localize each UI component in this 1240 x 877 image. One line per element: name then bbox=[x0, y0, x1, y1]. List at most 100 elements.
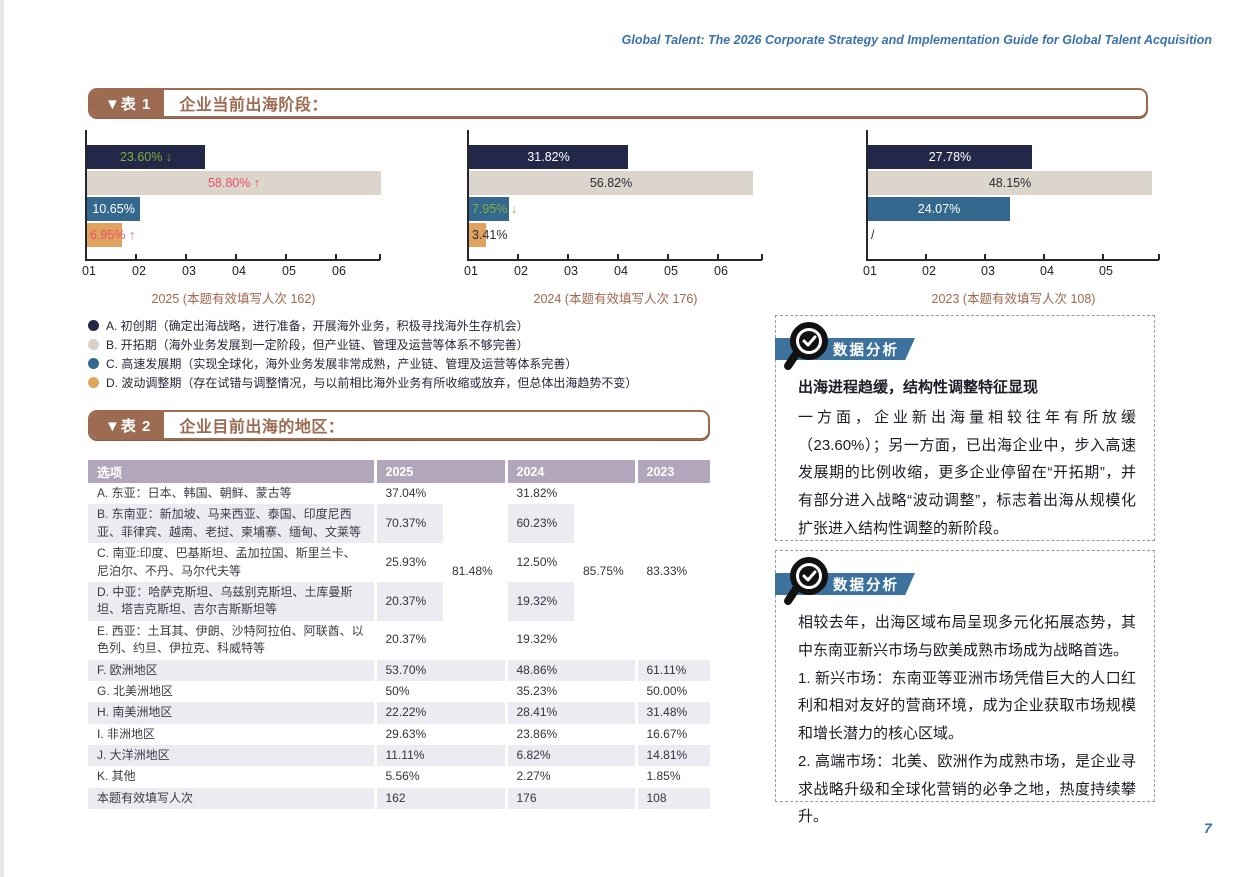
x-axis bbox=[866, 259, 1159, 261]
row-label: G. 北美洲地区 bbox=[88, 680, 375, 703]
row-label: B. 东南亚：新加坡、马来西亚、泰国、印度尼西亚、菲律宾、越南、老挝、柬埔寨、缅… bbox=[88, 504, 375, 544]
value-2024: 35.23% bbox=[504, 680, 636, 703]
tick-label: 04 bbox=[1040, 264, 1054, 278]
table-row: A. 东亚：日本、韩国、朝鲜、蒙古等 37.04% 81.48% 31.82% 85.7… bbox=[88, 483, 710, 660]
table-row: I. 非洲地区 29.63% 23.86% 16.67% bbox=[88, 723, 710, 746]
legend-text: A. 初创期（确定出海战略，进行准备，开展海外业务，积极寻找海外生存机会） bbox=[106, 319, 529, 333]
analysis-paragraph: 相较去年，出海区域布局呈现多元化拓展态势，其中东南亚新兴市场与欧美成熟市场成为战… bbox=[798, 614, 1136, 659]
tick-label: 04 bbox=[232, 264, 246, 278]
analysis-title: 出海进程趋缓，结构性调整特征显现 bbox=[798, 379, 1039, 396]
table-row: H. 南美洲地区 22.22% 28.41% 31.48% bbox=[88, 702, 710, 724]
legend-text: B. 开拓期（海外业务发展到一定阶段，但产业链、管理及运营等体系不够完善） bbox=[106, 338, 529, 352]
tick-label: 05 bbox=[1099, 264, 1113, 278]
table2-title: 企业目前出海的地区： bbox=[179, 419, 345, 436]
table-row: J. 大洋洲地区 11.11% 6.82% 14.81% bbox=[88, 745, 710, 767]
row-label: E. 西亚：土耳其、伊朗、沙特阿拉伯、阿联酋、以色列、约旦、伊拉克、科威特等 bbox=[88, 620, 375, 660]
x-axis bbox=[85, 259, 380, 261]
table2-tag: ▼表 2 bbox=[90, 412, 168, 438]
tick-mark bbox=[984, 254, 986, 260]
table-row: C. 南亚:印度、巴基斯坦、孟加拉国、斯里兰卡、尼泊尔、不丹、马尔代夫等 25.9… bbox=[88, 543, 710, 582]
bar-c: 10.65% bbox=[87, 197, 141, 221]
value-2025: 20.37% bbox=[373, 620, 443, 660]
table-row: F. 欧洲地区 53.70% 48.86% 61.11% bbox=[88, 659, 710, 681]
value-2025: 50% bbox=[373, 680, 506, 703]
tick-label: 06 bbox=[332, 264, 346, 278]
bar-value-label: 3.41% bbox=[472, 228, 508, 242]
tick-label: 05 bbox=[282, 264, 296, 278]
tick-mark bbox=[617, 254, 619, 260]
legend-text: D. 波动调整期（存在试错与调整情况，与以前相比海外业务有所收缩或放弃，但总体出… bbox=[106, 376, 638, 390]
analysis-box-2: 数据分析 相较去年，出海区域布局呈现多元化拓展态势，其中东南亚新兴市场与欧美成熟市… bbox=[775, 550, 1155, 825]
bar-b: 56.82% bbox=[469, 171, 754, 195]
tick-label: 01 bbox=[863, 264, 877, 278]
legend-dot-icon bbox=[88, 358, 99, 369]
y-axis bbox=[467, 130, 469, 261]
value-2025: 162 bbox=[373, 787, 506, 810]
value-2023: 1.85% bbox=[634, 766, 710, 788]
row-label: A. 东亚：日本、韩国、朝鲜、蒙古等 bbox=[88, 483, 375, 505]
chart-legend: A. 初创期（确定出海战略，进行准备，开展海外业务，积极寻找海外生存机会） B. … bbox=[88, 316, 637, 392]
bar-value-label: 27.78% bbox=[928, 150, 972, 164]
row-label: D. 中亚：哈萨克斯坦、乌兹别克斯坦、土库曼斯坦、塔吉克斯坦、吉尔吉斯斯坦等 bbox=[88, 581, 375, 621]
tick-mark bbox=[866, 254, 868, 260]
legend-dot-icon bbox=[88, 320, 99, 331]
analysis-box-1: 数据分析 出海进程趋缓，结构性调整特征显现 一方面，企业新出海量相较往年有所放缓（2… bbox=[775, 315, 1155, 541]
bar-value-label: 58.80% ↑ bbox=[207, 176, 261, 190]
value-2025: 70.37% bbox=[373, 504, 443, 544]
value-2023: 16.67% bbox=[634, 723, 710, 746]
tick-mark bbox=[467, 254, 469, 260]
value-2024: 23.86% bbox=[504, 723, 636, 746]
bar-value-label: / bbox=[871, 228, 875, 242]
tick-label: 06 bbox=[714, 264, 728, 278]
legend-item: C. 高速发展期（实现全球化，海外业务发展非常成熟，产业链、管理及运营等体系完善… bbox=[88, 354, 637, 373]
value-2024: 28.41% bbox=[504, 702, 636, 724]
tick-mark bbox=[185, 254, 187, 260]
merged-total-2023: 83.33% bbox=[634, 483, 710, 660]
table-row: 本题有效填写人次 162 176 108 bbox=[88, 787, 710, 810]
tick-mark bbox=[85, 254, 87, 260]
bar-d: 3.41% bbox=[469, 223, 507, 247]
bar-chart-2024: 31.82% 56.82% 7.95% ↓ 3.41% 01 02 03 04 05 06 2024… bbox=[464, 130, 764, 306]
value-2025: 29.63% bbox=[373, 723, 506, 746]
value-2025: 25.93% bbox=[373, 543, 443, 582]
tick-mark bbox=[1102, 254, 1104, 260]
table-row: B. 东南亚：新加坡、马来西亚、泰国、印度尼西亚、菲律宾、越南、老挝、柬埔寨、缅… bbox=[88, 504, 710, 544]
legend-item: B. 开拓期（海外业务发展到一定阶段，但产业链、管理及运营等体系不够完善） bbox=[88, 335, 637, 354]
value-2024: 12.50% bbox=[504, 543, 574, 582]
value-2025: 37.04% bbox=[373, 483, 443, 505]
col-option: 选项 bbox=[88, 460, 375, 483]
value-2024: 60.23% bbox=[504, 504, 574, 544]
col-2023: 2023 bbox=[634, 460, 710, 483]
page-number: 7 bbox=[1204, 820, 1212, 836]
bar-value-label: 10.65% bbox=[92, 202, 135, 216]
value-2024: 6.82% bbox=[504, 745, 636, 767]
value-2024: 2.27% bbox=[504, 766, 636, 788]
tick-label: 03 bbox=[182, 264, 196, 278]
bar-a: 27.78% bbox=[868, 145, 1032, 169]
row-label: H. 南美洲地区 bbox=[88, 702, 375, 724]
bar-a: 23.60% ↓ bbox=[87, 145, 205, 169]
bar-b: 48.15% bbox=[868, 171, 1153, 195]
bar-value-label: 7.95% ↓ bbox=[472, 202, 518, 216]
magnifier-check-icon bbox=[784, 557, 828, 605]
col-2024: 2024 bbox=[504, 460, 636, 483]
tick-mark-end bbox=[761, 254, 763, 260]
bar-c: 7.95% ↓ bbox=[469, 197, 517, 221]
bar-chart-2025: 23.60% ↓ 58.80% ↑ 10.65% 6.95% ↑ 01 02 03 04 05 0… bbox=[82, 130, 382, 306]
table-row: G. 北美洲地区 50% 35.23% 50.00% bbox=[88, 680, 710, 703]
chart-caption: 2023 (本题有效填写人次 108) bbox=[931, 292, 1096, 306]
tick-label: 02 bbox=[132, 264, 146, 278]
value-2025: 53.70% bbox=[373, 659, 506, 681]
legend-dot-icon bbox=[88, 377, 99, 388]
chart-caption: 2024 (本题有效填写人次 176) bbox=[533, 292, 698, 306]
merged-total-2024: 85.75% bbox=[574, 483, 636, 660]
tick-label: 02 bbox=[922, 264, 936, 278]
bar-value-label: 56.82% bbox=[589, 176, 633, 190]
legend-item: D. 波动调整期（存在试错与调整情况，与以前相比海外业务有所收缩或放弃，但总体出… bbox=[88, 373, 637, 392]
bar-c: 24.07% bbox=[868, 197, 1010, 221]
value-2023: 61.11% bbox=[634, 659, 710, 681]
value-2025: 5.56% bbox=[373, 766, 506, 788]
value-2025: 11.11% bbox=[373, 745, 506, 767]
value-2023: 31.48% bbox=[634, 702, 710, 724]
legend-item: A. 初创期（确定出海战略，进行准备，开展海外业务，积极寻找海外生存机会） bbox=[88, 316, 637, 335]
